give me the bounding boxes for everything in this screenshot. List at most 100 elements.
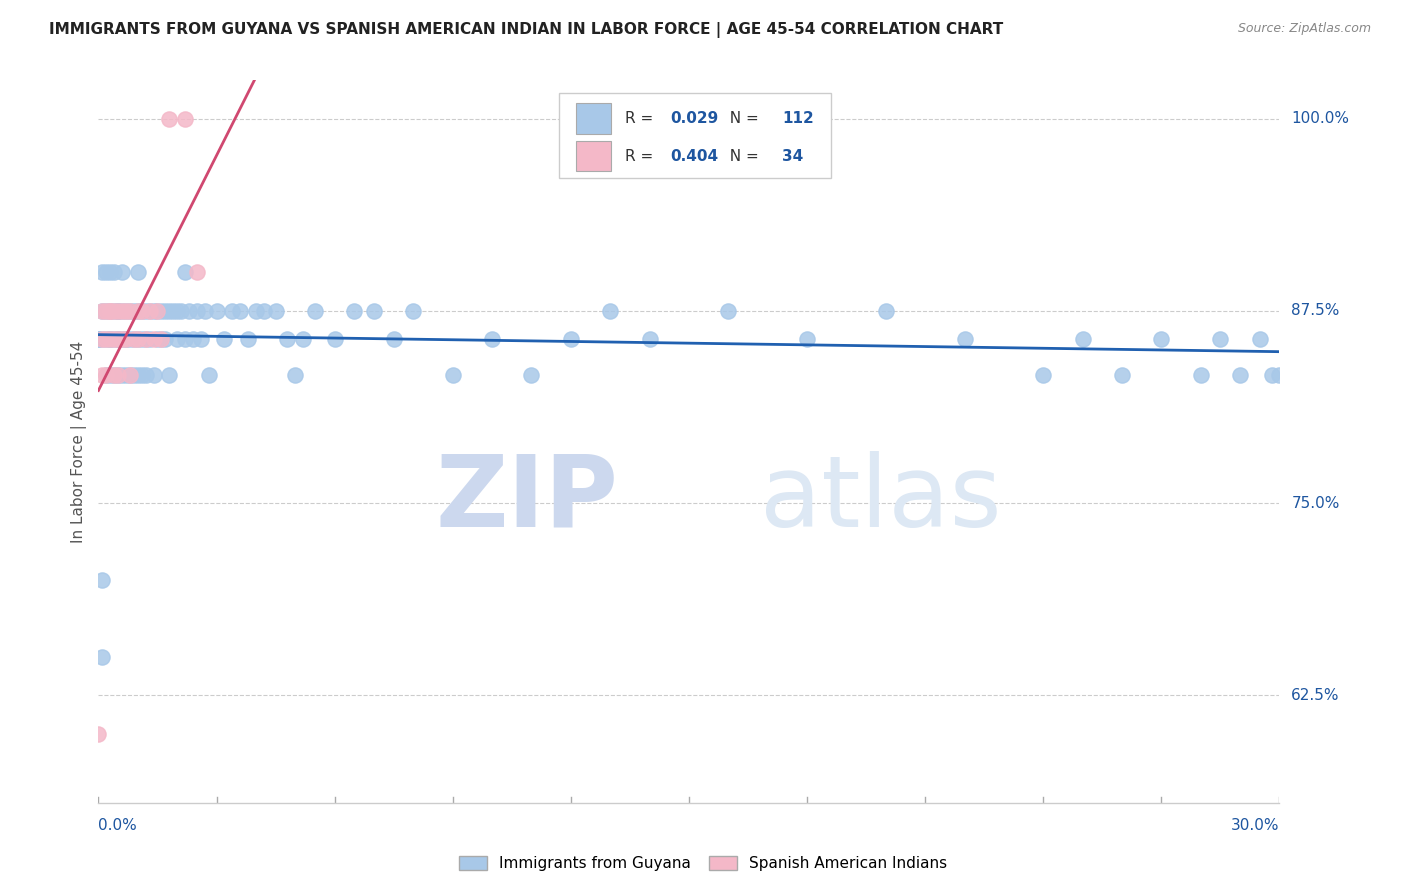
Point [118, 304, 141, 318]
Point [146, 332, 169, 346]
Point [481, 332, 503, 346]
Text: atlas: atlas [759, 450, 1001, 548]
Point [150, 332, 173, 346]
Point [1229, 368, 1251, 383]
Text: 75.0%: 75.0% [1291, 496, 1340, 510]
Text: 34: 34 [782, 149, 803, 163]
Point [111, 304, 134, 318]
Text: 0.0%: 0.0% [98, 818, 138, 833]
Bar [575, 103, 612, 134]
Point [194, 304, 217, 318]
Point [111, 332, 134, 346]
Point [146, 304, 169, 318]
Point [186, 265, 208, 279]
Point [131, 368, 153, 383]
Text: ZIP: ZIP [436, 450, 619, 548]
Point [98, 304, 121, 318]
Point [363, 304, 385, 318]
Point [87, 332, 110, 346]
Point [103, 332, 125, 346]
Point [91, 304, 114, 318]
Point [115, 304, 138, 318]
Point [96, 368, 118, 383]
Legend: Immigrants from Guyana, Spanish American Indians: Immigrants from Guyana, Spanish American… [453, 849, 953, 877]
Point [229, 304, 252, 318]
Point [91, 332, 114, 346]
Point [155, 332, 177, 346]
Point [264, 304, 287, 318]
Point [96, 265, 118, 279]
Point [115, 332, 138, 346]
Point [87, 726, 110, 740]
Point [157, 304, 180, 318]
Point [122, 332, 145, 346]
Point [599, 304, 621, 318]
Point [190, 332, 212, 346]
Point [174, 332, 197, 346]
Point [98, 304, 121, 318]
Point [323, 332, 346, 346]
Point [155, 304, 177, 318]
Point [170, 304, 193, 318]
Point [382, 332, 405, 346]
Text: R =: R = [626, 112, 658, 126]
Point [96, 304, 118, 318]
Point [115, 368, 138, 383]
Text: Source: ZipAtlas.com: Source: ZipAtlas.com [1237, 22, 1371, 36]
Point [103, 304, 125, 318]
Point [103, 265, 125, 279]
Text: R =: R = [626, 149, 658, 163]
Point [1209, 332, 1232, 346]
Point [127, 332, 149, 346]
Point [1268, 368, 1291, 383]
Point [142, 368, 165, 383]
Text: 100.0%: 100.0% [1291, 112, 1350, 126]
Point [304, 304, 326, 318]
Point [131, 304, 153, 318]
Point [174, 265, 197, 279]
Point [135, 332, 157, 346]
Point [107, 332, 129, 346]
Point [157, 368, 180, 383]
Point [1150, 332, 1173, 346]
Point [197, 368, 219, 383]
Point [560, 332, 582, 346]
Point [402, 304, 425, 318]
Point [186, 304, 208, 318]
Point [111, 304, 134, 318]
Point [115, 332, 138, 346]
Text: N =: N = [720, 112, 763, 126]
Text: 87.5%: 87.5% [1291, 303, 1340, 318]
Point [138, 304, 160, 318]
Point [343, 304, 366, 318]
Point [127, 368, 149, 383]
Bar [575, 141, 612, 171]
Point [87, 332, 110, 346]
Point [91, 649, 114, 664]
Point [150, 332, 173, 346]
Point [1249, 332, 1271, 346]
Point [131, 332, 153, 346]
Point [103, 332, 125, 346]
Point [115, 332, 138, 346]
Point [98, 304, 121, 318]
Point [157, 112, 180, 126]
Point [292, 332, 315, 346]
Point [98, 332, 121, 346]
Text: 112: 112 [782, 112, 814, 126]
Point [138, 304, 160, 318]
Point [87, 332, 110, 346]
Text: N =: N = [720, 149, 763, 163]
Text: IMMIGRANTS FROM GUYANA VS SPANISH AMERICAN INDIAN IN LABOR FORCE | AGE 45-54 COR: IMMIGRANTS FROM GUYANA VS SPANISH AMERIC… [49, 22, 1004, 38]
Text: 62.5%: 62.5% [1291, 688, 1340, 703]
Point [122, 368, 145, 383]
Point [96, 332, 118, 346]
Point [96, 368, 118, 383]
Y-axis label: In Labor Force | Age 45-54: In Labor Force | Age 45-54 [72, 341, 87, 542]
Point [118, 304, 141, 318]
Text: 0.029: 0.029 [671, 112, 718, 126]
FancyBboxPatch shape [560, 93, 831, 178]
Point [253, 304, 276, 318]
Point [107, 332, 129, 346]
Point [181, 332, 204, 346]
